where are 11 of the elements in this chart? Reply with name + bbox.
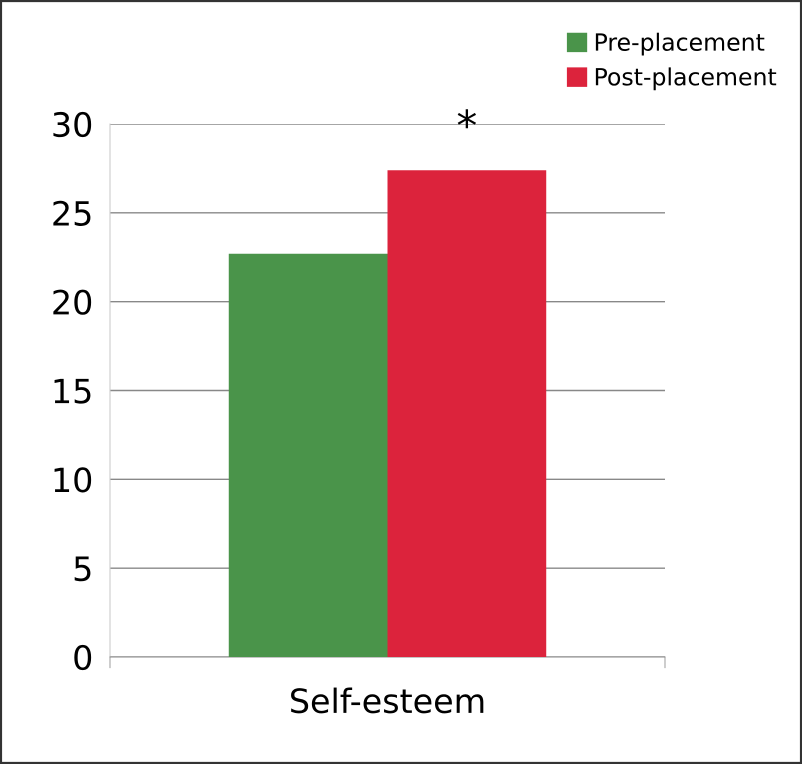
legend-label: Post-placement <box>596 67 776 90</box>
y-tick-label: 0 <box>74 644 92 670</box>
y-tick-label: 10 <box>54 467 92 492</box>
y-tick-label: 25 <box>53 200 90 226</box>
y-tick-label: 30 <box>53 112 92 138</box>
y-tick-label: 20 <box>53 290 92 315</box>
y-tick-label: 5 <box>74 556 90 582</box>
legend-label: Pre-placement <box>596 32 764 56</box>
y-tick-label: 15 <box>54 378 90 404</box>
annotation: * <box>458 109 476 128</box>
x-tick-label: Self-esteem <box>291 688 484 714</box>
